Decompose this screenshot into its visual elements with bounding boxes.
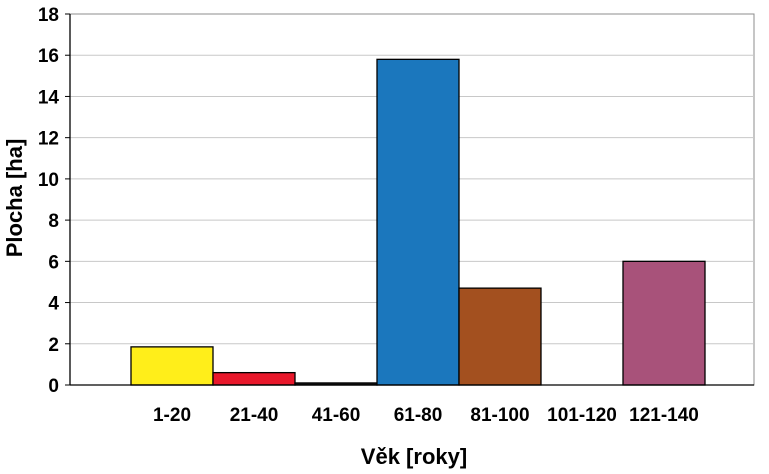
bar-61-80 (376, 58, 460, 386)
x-axis-title: Věk [roky] (361, 444, 467, 469)
x-tick-label: 81-100 (470, 405, 529, 426)
y-tick-label: 2 (48, 335, 59, 356)
y-tick-label: 12 (38, 129, 59, 150)
x-tick-label: 21-40 (230, 405, 279, 426)
y-tick-label: 16 (38, 46, 59, 67)
y-tick-label: 18 (38, 5, 59, 26)
y-tick-label: 14 (38, 87, 60, 108)
y-axis: 0 2 4 6 8 10 12 14 16 18 (38, 5, 71, 397)
y-tick-label: 8 (48, 211, 59, 232)
x-tick-label: 1-20 (153, 405, 191, 426)
y-tick-label: 6 (48, 252, 59, 273)
x-tick-label: 121-140 (629, 405, 699, 426)
bar-121-140 (622, 260, 706, 386)
y-axis-title: Plocha [ha] (2, 139, 27, 258)
y-tick-label: 10 (38, 170, 59, 191)
bar-21-40 (212, 371, 296, 386)
y-tick-label: 4 (48, 294, 59, 315)
x-tick-label: 41-60 (312, 405, 361, 426)
bar-81-100 (458, 287, 542, 386)
y-tick-label: 0 (48, 376, 59, 397)
bar-1-20 (130, 346, 214, 386)
x-tick-label: 101-120 (547, 405, 617, 426)
bars (130, 58, 706, 386)
x-tick-label: 61-80 (394, 405, 443, 426)
x-axis: 1-20 21-40 41-60 61-80 81-100 101-120 121-140 (70, 384, 754, 426)
